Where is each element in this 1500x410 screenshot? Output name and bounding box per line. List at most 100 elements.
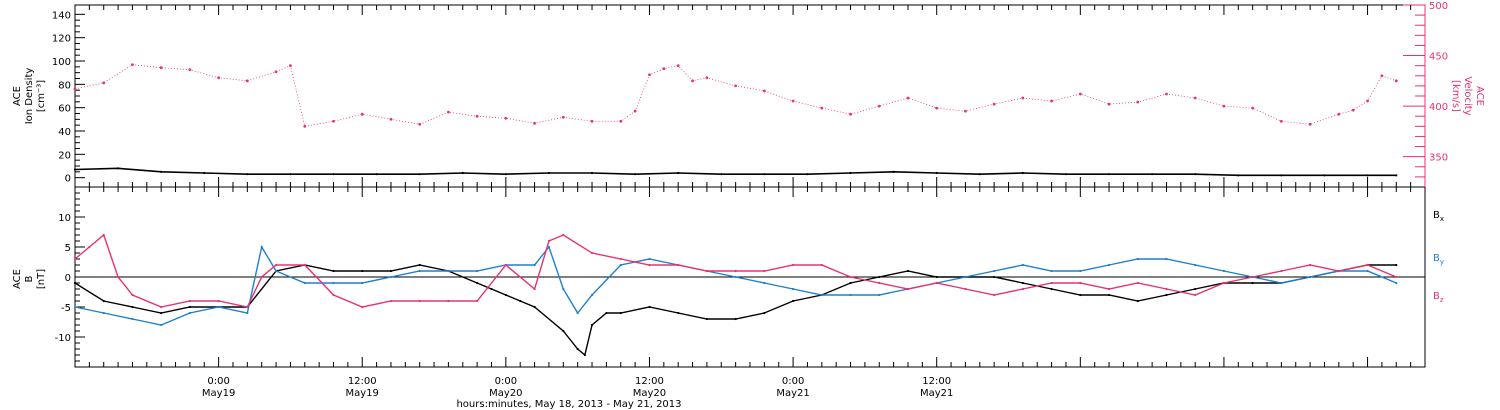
velocity-point: [849, 112, 852, 116]
bx-point: [519, 299, 522, 303]
bx-point: [583, 353, 586, 357]
bz-point: [619, 257, 622, 261]
by-point: [160, 323, 163, 327]
bz-point: [88, 245, 91, 249]
by-series: [74, 245, 1397, 326]
bz-point: [648, 263, 651, 267]
velocity-point: [964, 109, 967, 113]
by-point: [619, 263, 622, 267]
bx-point: [878, 275, 881, 279]
xtick-time-label: 0:00: [782, 376, 804, 387]
by-point: [1222, 269, 1226, 273]
density-point: [1237, 174, 1240, 177]
bottom-ylabel-line3: [nT]: [36, 269, 47, 289]
density-point: [1151, 173, 1154, 176]
bz-point: [1136, 281, 1139, 285]
bx-point: [1136, 299, 1139, 303]
by-point: [590, 293, 594, 297]
ytick-left-label: 20: [58, 150, 71, 161]
velocity-point: [1366, 99, 1369, 103]
bx-series: [74, 264, 1397, 357]
by-point: [820, 293, 823, 297]
ytick-right-label: 400: [1429, 102, 1448, 113]
velocity-point: [676, 64, 680, 68]
bx-point: [1107, 293, 1111, 297]
by-point: [246, 311, 249, 315]
bz-point: [964, 287, 967, 291]
bx-point: [791, 299, 795, 303]
top-right-ylabel: ACE Velocity [km/s]: [1450, 76, 1485, 115]
velocity-point: [332, 119, 335, 123]
bz-point: [1395, 275, 1398, 279]
by-point: [260, 245, 263, 249]
bx-point: [332, 269, 335, 273]
density-point: [1194, 173, 1197, 176]
density-point: [763, 173, 766, 176]
bx-point: [648, 305, 651, 309]
by-point: [1194, 263, 1197, 267]
by-point: [73, 305, 77, 309]
bz-point: [476, 299, 479, 303]
bx-point: [73, 281, 77, 285]
by-point: [1079, 269, 1082, 273]
legend-by-sub: y: [1440, 258, 1444, 266]
bz-point: [217, 299, 220, 303]
velocity-point: [820, 106, 824, 110]
legend-by: By: [1433, 253, 1444, 266]
by-point: [303, 281, 306, 285]
by-point: [217, 305, 220, 309]
density-point: [720, 173, 723, 176]
velocity-point: [1222, 104, 1226, 108]
bottom-ylabel: ACE B [nT]: [12, 269, 47, 289]
ytick-bottom-label: 5: [65, 243, 71, 254]
bz-point: [418, 299, 421, 303]
by-point: [476, 269, 479, 273]
density-point: [418, 173, 421, 176]
bx-point: [763, 311, 766, 315]
bx-point: [935, 275, 938, 279]
top-right-ylabel-line1: ACE: [1474, 86, 1485, 106]
bz-point: [547, 239, 551, 243]
bz-point: [1366, 263, 1369, 267]
bz-point: [1050, 281, 1053, 285]
bx-point: [1165, 293, 1168, 297]
bx-point: [476, 281, 479, 285]
xtick-date-label: May20: [489, 388, 522, 399]
by-point: [447, 269, 450, 273]
bz-point: [160, 305, 163, 309]
bz-point: [1222, 281, 1226, 285]
by-point: [389, 275, 393, 279]
bz-point: [361, 305, 364, 309]
density-point: [461, 171, 464, 175]
tick-layer: 0 20 40 60 80 100 120 140 350 400 450 500 -10 -5 0 5 10 0…: [52, 1, 1448, 399]
by-point: [1280, 281, 1283, 285]
by-point: [547, 245, 551, 249]
bx-point: [677, 311, 680, 315]
density-point: [73, 168, 77, 171]
bz-point: [562, 233, 565, 237]
ytick-bottom-label: -10: [55, 333, 71, 344]
bz-point: [935, 281, 938, 285]
bz-point: [1079, 281, 1082, 285]
by-point: [131, 317, 134, 321]
bz-point: [849, 275, 852, 279]
bz-point: [274, 263, 278, 267]
velocity-point: [245, 79, 249, 83]
density-point: [160, 170, 163, 173]
xtick-time-label: 0:00: [495, 376, 517, 387]
density-point: [332, 173, 335, 176]
by-point: [533, 263, 536, 267]
top-left-ylabel-line1: ACE: [12, 86, 23, 106]
velocity-point: [303, 124, 307, 128]
density-point: [978, 173, 981, 176]
xtick-time-label: 12:00: [348, 376, 377, 387]
ytick-left-label: 100: [52, 57, 71, 68]
xtick-date-label: May21: [920, 388, 953, 399]
bz-point: [993, 293, 996, 297]
density-point: [1021, 171, 1024, 175]
xtick-date-label: May21: [776, 388, 809, 399]
bx-point: [619, 311, 622, 315]
bz-point: [791, 263, 795, 267]
bz-point: [763, 269, 766, 273]
